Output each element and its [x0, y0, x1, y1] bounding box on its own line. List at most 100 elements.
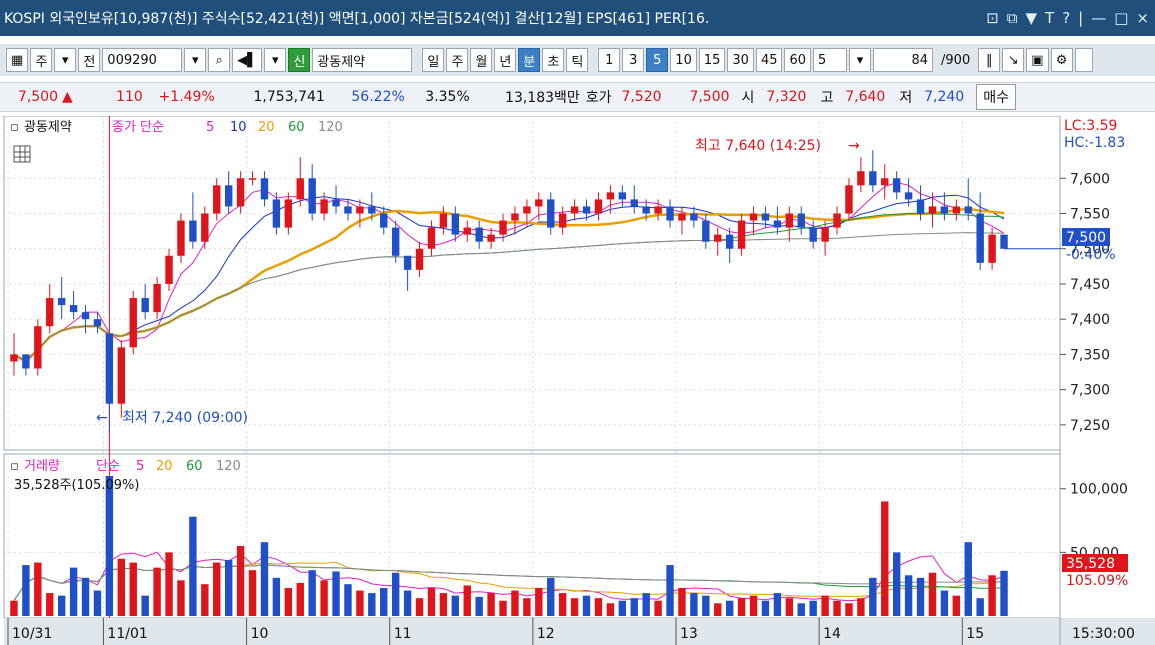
candle	[141, 298, 149, 313]
volume-ma-line	[13, 551, 1005, 602]
y-tick-label: 7,400	[1070, 312, 1110, 328]
tab-minute[interactable]: 분	[518, 48, 541, 72]
candle	[821, 227, 829, 242]
pin-icon[interactable]: ▼	[1025, 9, 1038, 27]
volume-bar	[570, 598, 579, 616]
candle	[535, 199, 543, 207]
credit-badge: 신	[288, 48, 311, 72]
candle	[570, 206, 579, 214]
checkbox[interactable]	[1074, 48, 1093, 72]
price-change-pct: +1.49%	[158, 89, 215, 105]
chevron-down-icon[interactable]: ▾	[264, 48, 287, 72]
current-pct-label: -0.40%	[1066, 247, 1116, 263]
chart-area[interactable]: 7,600 7,550 7,500 7,450 7,400 7,350 7,300 7,250…	[0, 116, 1155, 645]
candle	[475, 227, 483, 242]
candle	[904, 192, 913, 200]
interval-60[interactable]: 60	[784, 48, 812, 72]
font-icon[interactable]: T	[1045, 9, 1055, 27]
y-tick-label: 7,300	[1070, 383, 1110, 399]
volume-bar	[630, 598, 638, 616]
volume-bar	[213, 562, 221, 616]
volume-bar	[642, 593, 650, 616]
volume-bar	[558, 593, 567, 616]
candle	[93, 319, 102, 327]
low-label: 저	[899, 90, 913, 106]
chart-toolbar: ▦ 주 ▾ 전 009290 ▾ ⌕ ◀▌ ▾ 신 광동제약 일 주 월 년 분…	[0, 44, 1155, 76]
chevron-down-icon[interactable]: ▾	[184, 48, 207, 72]
chevron-down-icon[interactable]: ▾	[54, 48, 77, 72]
current-volume-label: 35,528	[1066, 556, 1115, 572]
x-tick-label: 11/01	[107, 626, 147, 642]
grid-icon[interactable]: ▦	[6, 48, 29, 72]
interval-1[interactable]: 1	[598, 48, 621, 72]
stock-name[interactable]: 광동제약	[312, 48, 413, 72]
candlestick-chart[interactable]: 7,600 7,550 7,500 7,450 7,400 7,350 7,300 7,250…	[0, 116, 1155, 645]
x-tick-label: 11	[394, 626, 412, 642]
tab-week[interactable]: 주	[446, 48, 469, 72]
candle-count-total: /900	[941, 52, 971, 68]
market-select[interactable]: 주	[30, 48, 53, 72]
table-icon[interactable]	[13, 145, 31, 163]
tab-second[interactable]: 초	[542, 48, 565, 72]
volume-bar	[976, 598, 984, 616]
scope-select[interactable]: 전	[78, 48, 101, 72]
chevron-down-icon[interactable]: ▾	[849, 48, 872, 72]
tab-tick[interactable]: 틱	[566, 48, 589, 72]
candle	[988, 234, 996, 263]
ask-price-1: 7,520	[621, 89, 662, 105]
candle	[69, 305, 78, 313]
help-icon[interactable]: ?	[1062, 9, 1071, 27]
vol-y-tick-label: 100,000	[1070, 482, 1128, 498]
tab-month[interactable]: 월	[470, 48, 493, 72]
volume-subtitle: 35,528주(105.09%)	[14, 478, 139, 493]
price-legend-name: 광동제약	[24, 120, 72, 135]
interval-45[interactable]: 45	[755, 48, 783, 72]
volume-bar	[81, 577, 90, 616]
close-icon[interactable]: ×	[1136, 9, 1149, 27]
minimize-icon[interactable]: —	[1091, 9, 1107, 27]
buy-button[interactable]: 매수	[976, 84, 1016, 110]
high-label: 고	[820, 90, 834, 106]
speaker-icon[interactable]: ◀▌	[232, 48, 263, 72]
candle-count-input[interactable]: 84	[873, 48, 934, 72]
ma10-label: 10	[230, 120, 247, 135]
vol-ma20-label: 20	[156, 459, 173, 474]
candle	[630, 199, 638, 207]
interval-15[interactable]: 15	[698, 48, 726, 72]
candle-style-icon[interactable]: ‖	[978, 48, 1001, 72]
candle	[558, 213, 567, 228]
tab-year[interactable]: 년	[494, 48, 517, 72]
candle	[46, 298, 54, 327]
save-icon[interactable]: ▣	[1026, 48, 1049, 72]
volume-bar	[236, 546, 245, 616]
current-volume-tag	[1062, 554, 1128, 572]
search-icon[interactable]: ⌕	[208, 48, 231, 72]
volume-bar	[928, 572, 937, 616]
gear-icon[interactable]: ⚙	[1050, 48, 1073, 72]
volume: 1,753,741	[253, 89, 325, 105]
volume-legend-name: 거래량	[24, 459, 60, 474]
candle	[34, 326, 42, 369]
interval-5[interactable]: 5	[646, 48, 669, 72]
draw-tool-icon[interactable]: ↘	[1002, 48, 1025, 72]
interval-10[interactable]: 10	[670, 48, 697, 72]
quote-bar: 7,500 ▲ 110 +1.49% 1,753,741 56.22% 3.35…	[0, 82, 1155, 112]
candle	[368, 206, 376, 214]
candle	[487, 234, 495, 242]
open-price: 7,320	[766, 89, 807, 105]
interval-30[interactable]: 30	[727, 48, 754, 72]
volume-bar	[881, 501, 889, 616]
maximize-icon[interactable]: □	[1114, 9, 1129, 27]
vol-ma60-label: 60	[186, 459, 203, 474]
interval-3[interactable]: 3	[622, 48, 645, 72]
copy-window-icon[interactable]: ⧉	[1006, 9, 1018, 27]
candle	[415, 248, 424, 270]
volume-bar	[535, 588, 543, 616]
volume-bar	[427, 588, 436, 616]
interval-select[interactable]: 5	[813, 48, 848, 72]
layout-icon[interactable]: ⊡	[986, 9, 999, 27]
vol-ma5-label: 5	[136, 459, 144, 474]
stock-code-input[interactable]: 009290	[102, 48, 183, 72]
time-label: 15:30:00	[1072, 626, 1135, 642]
tab-day[interactable]: 일	[422, 48, 445, 72]
